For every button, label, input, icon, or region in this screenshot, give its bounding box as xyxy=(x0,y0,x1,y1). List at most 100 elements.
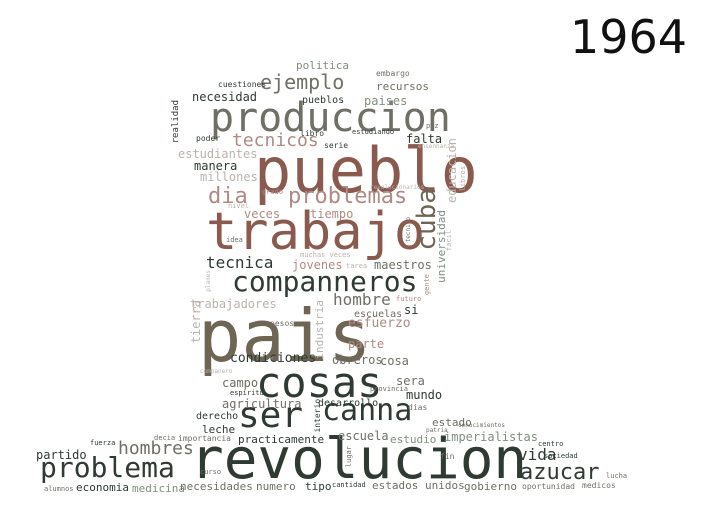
cloud-word: condiciones xyxy=(230,351,317,366)
cloud-word: tarea xyxy=(346,262,368,270)
cloud-word: maestros xyxy=(374,258,432,272)
cloud-word: pueblos xyxy=(302,95,345,106)
cloud-word: companero xyxy=(200,368,233,375)
cloud-word: campo xyxy=(222,376,259,390)
cloud-word: practicamente xyxy=(238,433,325,446)
cloud-word: necesidades xyxy=(180,480,253,493)
cloud-word: decia xyxy=(154,434,176,442)
cloud-word: lugar xyxy=(345,446,353,468)
cloud-word: esfuerzo xyxy=(348,316,411,331)
cloud-word: patria xyxy=(426,427,448,434)
cloud-word: estudiando xyxy=(352,128,395,136)
cloud-word: paz xyxy=(426,122,439,130)
cloud-word: cosas xyxy=(256,358,383,407)
cloud-word: produccion xyxy=(210,95,451,141)
cloud-word: oportunidad xyxy=(522,482,575,491)
cloud-word: agricultura xyxy=(222,397,302,411)
cloud-word: azucar xyxy=(520,460,600,485)
cloud-word: desarrollo xyxy=(318,398,379,409)
cloud-word: medicina xyxy=(132,482,185,495)
cloud-word: grado xyxy=(262,188,284,196)
cloud-word: revolucionarios xyxy=(370,184,425,191)
cloud-word: lucha xyxy=(606,472,628,480)
cloud-word: realidad xyxy=(171,100,181,144)
cloud-word: partido xyxy=(36,448,87,462)
cloud-word: cantidad xyxy=(332,481,366,489)
cloud-word: provincia xyxy=(370,385,408,393)
cloud-word: dia xyxy=(208,184,248,209)
cloud-word: libro xyxy=(300,129,325,138)
cloud-word: companneros xyxy=(232,265,418,298)
cloud-word: escuela xyxy=(338,429,389,443)
cloud-word: tecnica xyxy=(206,253,274,272)
cloud-word: necesidad xyxy=(192,90,258,104)
cloud-word: trabajo xyxy=(206,202,426,262)
cloud-word: alumnos xyxy=(44,485,74,493)
cloud-word: facil xyxy=(445,230,453,252)
cloud-word: planes xyxy=(205,270,212,292)
cloud-word: imperialistas xyxy=(444,430,538,444)
cloud-word: medicos xyxy=(582,481,616,490)
cloud-word: gente xyxy=(423,274,431,296)
cloud-word: fin xyxy=(440,452,455,461)
cloud-word: canna xyxy=(322,393,413,428)
cloud-word: tierra xyxy=(189,300,203,344)
cloud-word: pesos xyxy=(270,319,295,328)
cloud-word: manera xyxy=(194,159,238,173)
cloud-word: fuerza xyxy=(90,439,116,447)
cloud-word: obreros xyxy=(332,353,383,367)
cloud-word: embargo xyxy=(376,69,410,78)
cloud-word: muchas veces xyxy=(300,251,351,259)
cloud-word: jovenes xyxy=(292,258,343,272)
cloud-word: centro xyxy=(538,440,564,448)
cloud-word: pueblo xyxy=(254,134,478,207)
cloud-word: serie xyxy=(324,141,349,150)
cloud-word: cuestiones xyxy=(218,80,267,89)
cloud-word: curso xyxy=(200,468,222,476)
cloud-word: ser xyxy=(238,395,304,436)
cloud-word: estudio xyxy=(390,433,437,446)
cloud-word: derecho xyxy=(196,411,239,422)
cloud-word: politica xyxy=(296,59,349,72)
year-title: 1964 xyxy=(570,10,688,64)
cloud-word: tipo xyxy=(305,480,332,493)
cloud-word: vida xyxy=(518,445,557,464)
cloud-word: cosa xyxy=(380,354,409,368)
cloud-word: ensennanza xyxy=(418,143,455,150)
cloud-word: sera xyxy=(396,374,425,388)
cloud-word: futuro xyxy=(396,295,422,303)
cloud-word: hombres xyxy=(118,438,194,459)
cloud-word: numero xyxy=(256,480,296,493)
cloud-word: problema xyxy=(40,451,175,484)
cloud-word: tecnico xyxy=(405,217,412,243)
cloud-word: dias xyxy=(408,403,428,412)
cloud-word: gobierno xyxy=(464,480,517,493)
cloud-word: tecnicos xyxy=(232,130,319,151)
cloud-word: veces xyxy=(244,207,281,221)
cloud-word: recursos xyxy=(376,80,429,93)
cloud-word: falta xyxy=(406,132,443,146)
cloud-word: ejemplo xyxy=(260,70,345,94)
cloud-word: si xyxy=(404,303,419,317)
cloud-word: estados unidos xyxy=(372,479,465,492)
cloud-word: pais xyxy=(198,294,372,378)
cloud-word: escuelas xyxy=(354,309,403,320)
cloud-word: problemas xyxy=(288,184,408,209)
cloud-word: interior xyxy=(313,394,322,433)
cloud-word: estado xyxy=(432,416,472,429)
cloud-word: hombre xyxy=(333,290,391,309)
cloud-word: leche xyxy=(202,423,236,436)
cloud-word: revolucion xyxy=(190,427,528,492)
cloud-word: libros xyxy=(459,166,467,192)
cloud-word: mundo xyxy=(406,388,443,402)
cloud-word: nivel xyxy=(228,202,250,210)
cloud-word: industria xyxy=(313,300,326,360)
cloud-word: espiritu xyxy=(230,389,264,397)
cloud-word: sociedad xyxy=(544,452,578,460)
cloud-word: poder xyxy=(196,134,221,143)
cloud-word: tiempo xyxy=(310,207,354,221)
cloud-word: idea xyxy=(226,236,243,244)
cloud-word: economia xyxy=(76,481,129,494)
cloud-word: trabajadores xyxy=(190,297,277,311)
